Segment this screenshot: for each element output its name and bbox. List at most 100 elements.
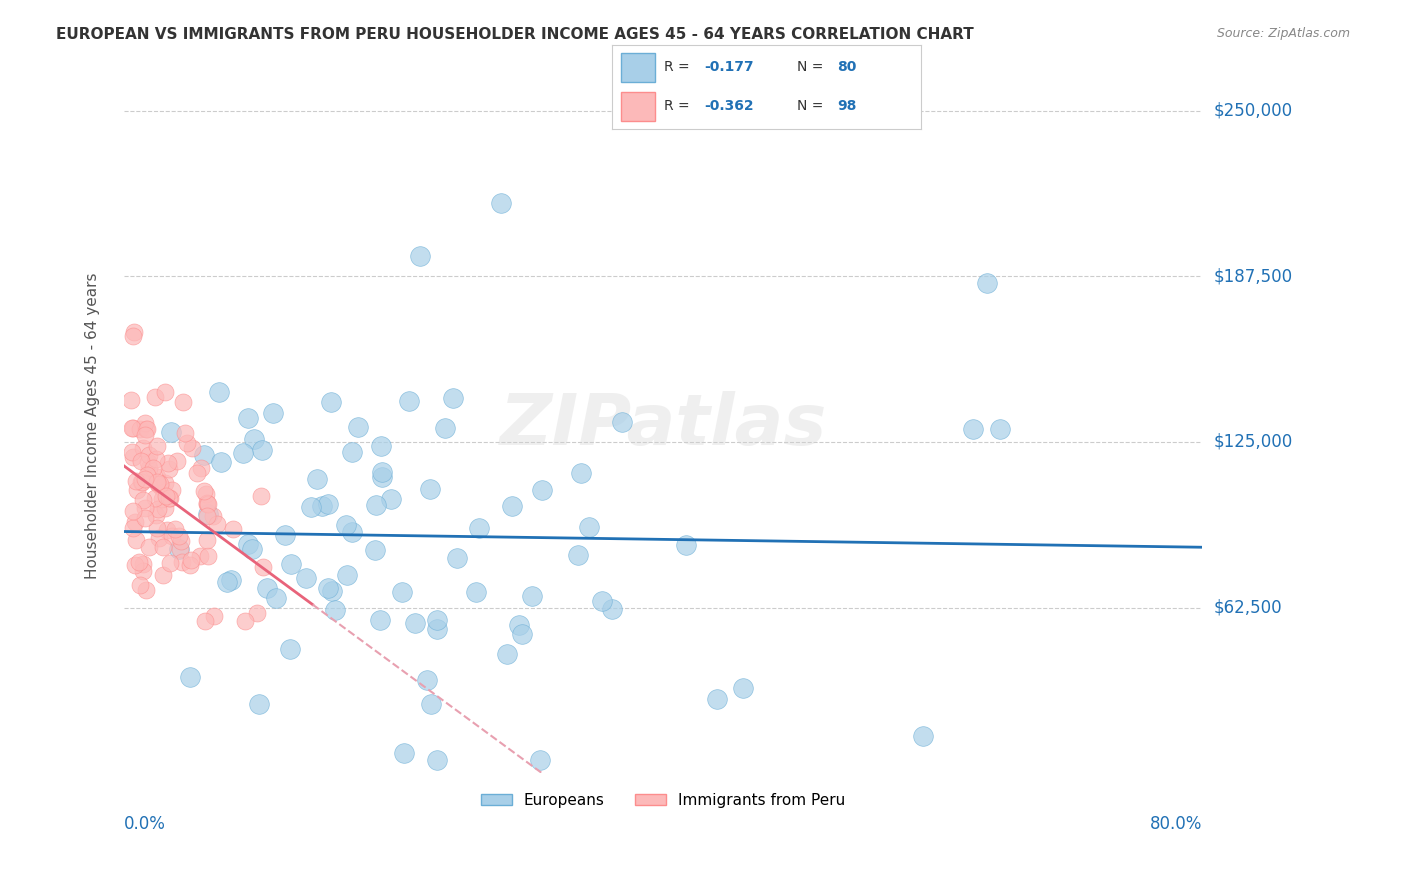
Point [318,581,340,595]
Point [134,500,156,515]
Point [193,484,215,499]
Point [135,467,157,482]
Point [157,491,180,505]
Point [209,455,232,469]
Text: $125,000: $125,000 [1213,433,1292,450]
Point [148,477,170,491]
Point [370,439,392,453]
Point [202,609,225,624]
Point [129,475,152,489]
Point [145,508,167,523]
Point [321,584,343,599]
Point [180,553,202,567]
Point [197,497,219,511]
Point [128,578,150,592]
Point [195,497,218,511]
Text: -0.362: -0.362 [704,100,754,113]
Point [162,483,184,497]
Point [174,425,197,440]
Point [121,445,143,459]
Point [195,509,218,524]
FancyBboxPatch shape [621,92,655,120]
Point [167,541,190,556]
Y-axis label: Householder Income Ages 45 - 64 years: Householder Income Ages 45 - 64 years [86,272,100,579]
Point [121,421,143,435]
Point [250,489,273,503]
Point [222,522,245,536]
Point [295,570,318,584]
Point [321,394,343,409]
Point [193,448,215,462]
Point [675,538,697,552]
Point [419,482,441,496]
Point [347,419,370,434]
Point [135,582,157,597]
Point [179,671,201,685]
Point [531,483,554,497]
Point [148,531,170,545]
Point [153,501,176,516]
Point [132,564,155,578]
Point [186,467,208,481]
Point [146,475,169,489]
Point [197,533,219,547]
Point [243,432,266,446]
Point [567,549,589,563]
Point [122,329,145,343]
Point [128,555,150,569]
Point [135,422,157,436]
Point [238,411,260,425]
Point [146,439,169,453]
Point [571,466,593,480]
Point [146,470,169,484]
Point [159,491,181,506]
Point [124,533,146,547]
Point [392,746,415,760]
Text: -0.177: -0.177 [704,61,754,74]
Point [163,522,186,536]
Point [122,504,145,518]
Point [441,392,464,406]
Point [149,476,172,491]
Point [176,436,198,450]
Point [134,428,156,442]
Point [202,508,225,523]
Point [160,425,183,439]
Text: N =: N = [797,61,828,74]
Point [236,537,259,551]
Point [731,681,754,695]
Text: R =: R = [664,100,695,113]
Point [280,557,302,571]
Point [145,491,167,506]
Point [129,454,152,468]
Point [170,555,193,569]
Point [160,529,183,543]
Point [157,462,180,476]
Point [232,446,254,460]
Point [121,421,143,435]
Point [195,496,218,510]
FancyBboxPatch shape [621,54,655,82]
Point [380,491,402,506]
Point [370,613,392,627]
Point [988,422,1011,436]
Point [181,442,204,456]
Point [419,697,441,711]
Point [446,550,468,565]
Point [340,524,363,539]
Point [278,641,301,656]
Text: $187,500: $187,500 [1213,268,1292,285]
Point [311,499,333,513]
Text: 98: 98 [838,100,856,113]
Point [157,456,180,470]
Point [426,622,449,636]
Text: N =: N = [797,100,828,113]
Point [250,442,273,457]
Point [364,498,387,512]
Point [172,394,194,409]
Point [132,492,155,507]
Point [416,673,439,688]
Point [146,502,169,516]
Point [143,390,166,404]
Point [197,549,219,563]
